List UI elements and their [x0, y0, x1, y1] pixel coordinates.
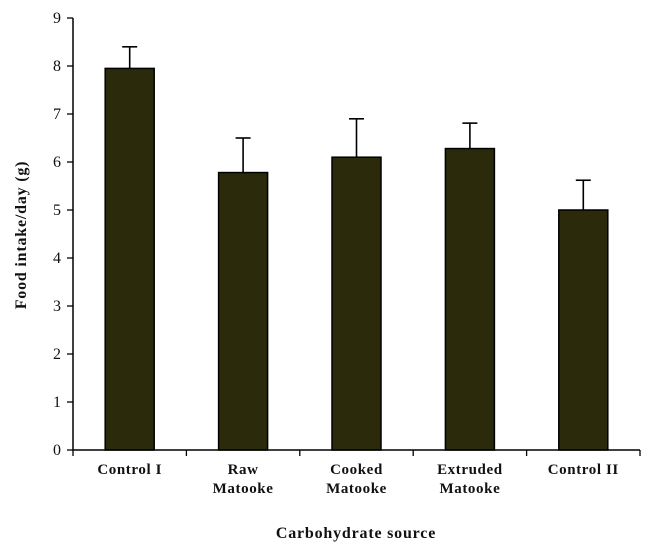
- x-category-label: Control II: [548, 462, 619, 478]
- y-tick-label: 0: [53, 442, 61, 459]
- y-tick-label: 1: [53, 394, 61, 411]
- y-tick-label: 3: [53, 298, 61, 315]
- x-category-label: Raw: [228, 462, 259, 478]
- bars: [104, 67, 609, 451]
- y-tick-label: 9: [53, 10, 61, 27]
- x-axis-title: Carbohydrate source: [276, 525, 436, 542]
- x-category-label: Extruded: [437, 462, 503, 478]
- bar-1: [104, 67, 155, 451]
- y-tick-label: 5: [53, 202, 61, 219]
- x-category-label: Matooke: [326, 481, 387, 497]
- bar-5: [558, 209, 609, 451]
- y-axis-title: Food intake/day (g): [13, 161, 30, 310]
- y-tick-label: 2: [53, 346, 61, 363]
- x-category-label: Matooke: [439, 481, 500, 497]
- y-tick-label: 7: [53, 106, 61, 123]
- x-category-label: Matooke: [213, 481, 274, 497]
- y-tick-label: 4: [53, 250, 61, 267]
- x-category-label: Control I: [97, 462, 162, 478]
- x-axis-category-labels: Control I Raw Matooke Cooked Matooke Extruded…: [97, 462, 619, 497]
- error-bars: [122, 45, 591, 210]
- bar-4: [444, 147, 496, 451]
- y-tick-label: 8: [53, 58, 61, 75]
- y-axis-ticks: 0 1 2 3 4 5 6 7 8 9: [53, 10, 73, 459]
- y-tick-label: 6: [53, 154, 61, 171]
- bar-2: [217, 171, 269, 451]
- bar-3: [331, 156, 382, 451]
- x-category-label: Cooked: [330, 462, 383, 478]
